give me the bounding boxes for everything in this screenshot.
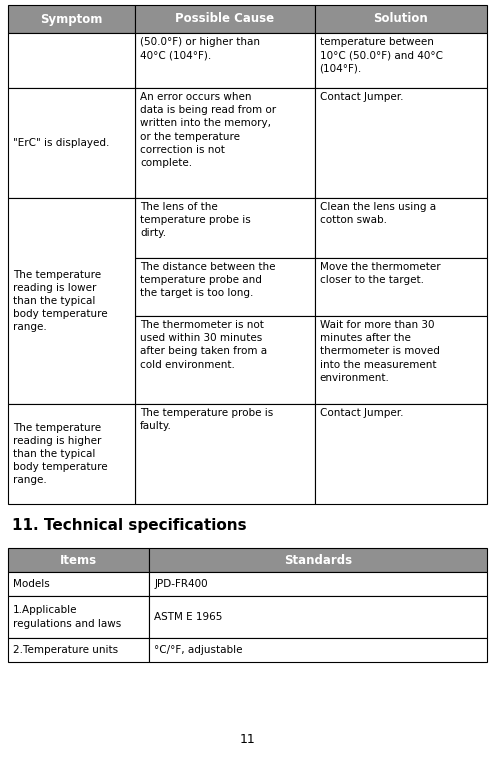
Text: 1.Applicable
regulations and laws: 1.Applicable regulations and laws	[13, 606, 121, 628]
Bar	[135, 5, 314, 33]
Bar	[8, 572, 149, 596]
Text: ASTM E 1965: ASTM E 1965	[154, 612, 223, 622]
Bar	[135, 33, 314, 88]
Bar	[8, 596, 149, 638]
Bar	[8, 88, 135, 198]
Text: 11. Technical specifications: 11. Technical specifications	[12, 518, 247, 533]
Bar	[149, 548, 487, 572]
Text: Items: Items	[60, 553, 97, 566]
Text: (50.0°F) or higher than
40°C (104°F).: (50.0°F) or higher than 40°C (104°F).	[140, 37, 260, 60]
Bar	[314, 258, 487, 316]
Bar	[8, 638, 149, 662]
Text: Models: Models	[13, 579, 50, 589]
Bar	[135, 198, 314, 258]
Bar	[8, 548, 149, 572]
Bar	[8, 404, 135, 504]
Bar	[135, 88, 314, 198]
Bar	[135, 316, 314, 404]
Bar	[314, 198, 487, 258]
Text: °C/°F, adjustable: °C/°F, adjustable	[154, 645, 243, 655]
Text: The distance between the
temperature probe and
the target is too long.: The distance between the temperature pro…	[140, 262, 275, 299]
Text: Possible Cause: Possible Cause	[175, 12, 274, 26]
Bar	[8, 198, 135, 404]
Bar	[314, 88, 487, 198]
Bar	[8, 5, 135, 33]
Text: 11: 11	[240, 733, 255, 746]
Bar	[135, 404, 314, 504]
Text: The thermometer is not
used within 30 minutes
after being taken from a
cold envi: The thermometer is not used within 30 mi…	[140, 320, 267, 370]
Text: temperature between
10°C (50.0°F) and 40°C
(104°F).: temperature between 10°C (50.0°F) and 40…	[320, 37, 443, 74]
Bar	[149, 572, 487, 596]
Bar	[314, 404, 487, 504]
Bar	[314, 33, 487, 88]
Text: JPD-FR400: JPD-FR400	[154, 579, 208, 589]
Text: Clean the lens using a
cotton swab.: Clean the lens using a cotton swab.	[320, 202, 436, 225]
Bar	[149, 638, 487, 662]
Text: Contact Jumper.: Contact Jumper.	[320, 92, 403, 102]
Text: The temperature
reading is lower
than the typical
body temperature
range.: The temperature reading is lower than th…	[13, 270, 107, 333]
Text: 2.Temperature units: 2.Temperature units	[13, 645, 118, 655]
Text: Contact Jumper.: Contact Jumper.	[320, 408, 403, 418]
Text: Standards: Standards	[284, 553, 352, 566]
Text: Move the thermometer
closer to the target.: Move the thermometer closer to the targe…	[320, 262, 440, 285]
Text: Symptom: Symptom	[40, 12, 102, 26]
Text: Wait for more than 30
minutes after the
thermometer is moved
into the measuremen: Wait for more than 30 minutes after the …	[320, 320, 440, 383]
Text: The lens of the
temperature probe is
dirty.: The lens of the temperature probe is dir…	[140, 202, 250, 239]
Bar	[314, 316, 487, 404]
Bar	[8, 33, 135, 88]
Bar	[135, 258, 314, 316]
Text: An error occurs when
data is being read from or
written into the memory,
or the : An error occurs when data is being read …	[140, 92, 276, 168]
Bar	[149, 596, 487, 638]
Text: "ErC" is displayed.: "ErC" is displayed.	[13, 138, 109, 148]
Text: Solution: Solution	[373, 12, 428, 26]
Bar	[314, 5, 487, 33]
Text: The temperature probe is
faulty.: The temperature probe is faulty.	[140, 408, 273, 431]
Text: The temperature
reading is higher
than the typical
body temperature
range.: The temperature reading is higher than t…	[13, 423, 107, 485]
